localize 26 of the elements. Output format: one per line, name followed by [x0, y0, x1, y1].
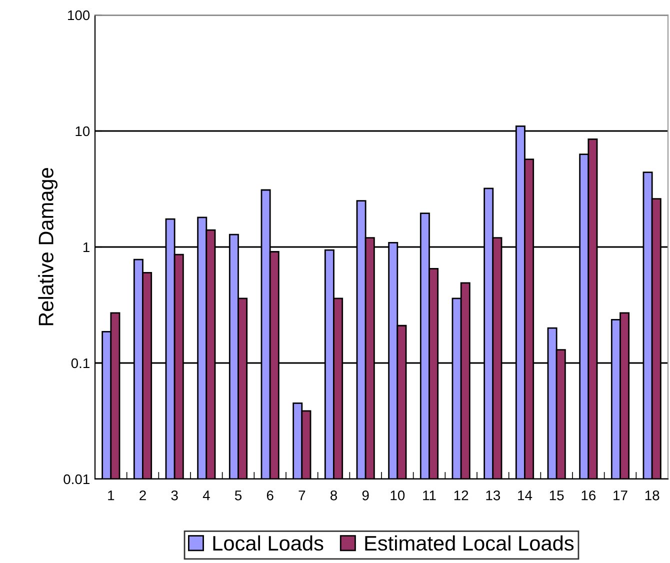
x-tick-label: 18	[645, 490, 660, 500]
x-tick-label: 13	[486, 490, 500, 500]
x-tick-label: 14	[518, 490, 532, 500]
x-tick-label: 11	[423, 490, 436, 500]
x-tick-label: 1	[108, 490, 114, 500]
x-tick-label: 5	[234, 490, 242, 500]
legend-label: Estimated Local Loads	[365, 535, 574, 551]
x-tick-label: 15	[550, 490, 564, 500]
x-tick-label: 12	[454, 490, 468, 500]
x-tick-label: 16	[582, 490, 596, 500]
x-tick-label: 10	[390, 490, 405, 500]
x-tick-label: 3	[171, 490, 178, 500]
y-tick-label: 1	[83, 242, 90, 252]
x-tick-label: 8	[330, 490, 338, 500]
x-tick-label: 7	[298, 490, 306, 500]
y-tick-label: 10	[76, 126, 90, 136]
x-tick-label: 9	[362, 490, 369, 500]
legend-label: Local Loads	[213, 535, 324, 551]
y-tick-label: 0.1	[71, 358, 90, 368]
x-tick-label: 6	[266, 490, 274, 500]
y-tick-label: 0.01	[64, 474, 90, 484]
y-tick-label: 100	[68, 10, 90, 20]
x-tick-label: 2	[140, 490, 146, 500]
x-tick-label: 17	[614, 490, 628, 500]
x-tick-label: 4	[202, 490, 210, 500]
y-axis-title: Relative Damage	[38, 168, 58, 326]
